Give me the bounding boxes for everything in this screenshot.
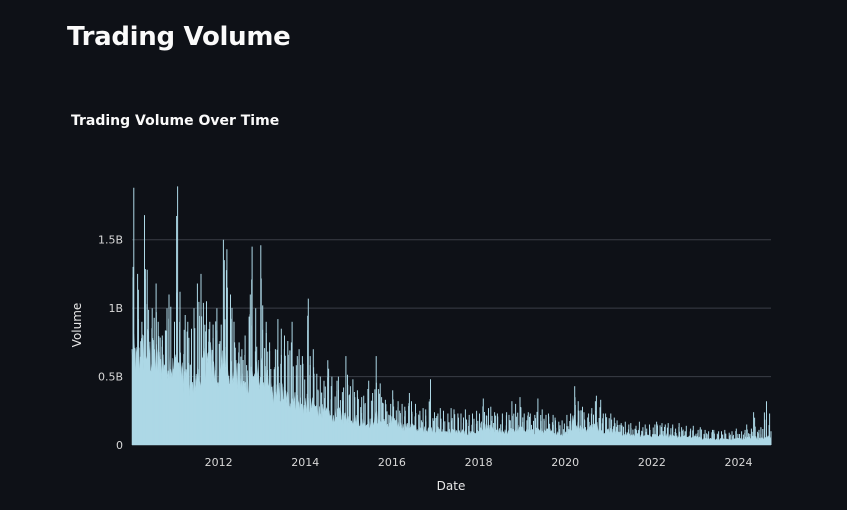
plot-area[interactable] <box>131 186 772 446</box>
x-tick-label: 2022 <box>638 456 666 469</box>
x-tick-label: 2014 <box>291 456 319 469</box>
x-tick-label: 2012 <box>205 456 233 469</box>
x-axis-label: Date <box>437 479 466 493</box>
x-tick-label: 2016 <box>378 456 406 469</box>
x-tick-label: 2018 <box>465 456 493 469</box>
y-tick-label: 0 <box>116 439 123 452</box>
page-title: Trading Volume <box>67 22 291 52</box>
y-tick-label: 1B <box>108 302 123 315</box>
x-tick-label: 2024 <box>724 456 752 469</box>
chart-title: Trading Volume Over Time <box>71 113 279 129</box>
y-tick-label: 1.5B <box>98 234 123 247</box>
y-axis-ticks: 0 0.5B 1B 1.5B <box>98 234 123 452</box>
y-axis-label: Volume <box>70 303 84 348</box>
x-tick-label: 2020 <box>551 456 579 469</box>
volume-chart[interactable]: Trading Volume Over Time 2012 2014 2016 201… <box>0 95 847 510</box>
chart-container[interactable]: Trading Volume Over Time 2012 2014 2016 201… <box>0 95 847 510</box>
y-tick-label: 0.5B <box>98 371 123 384</box>
x-axis-ticks: 2012 2014 2016 2018 2020 2022 2024 <box>205 456 753 469</box>
